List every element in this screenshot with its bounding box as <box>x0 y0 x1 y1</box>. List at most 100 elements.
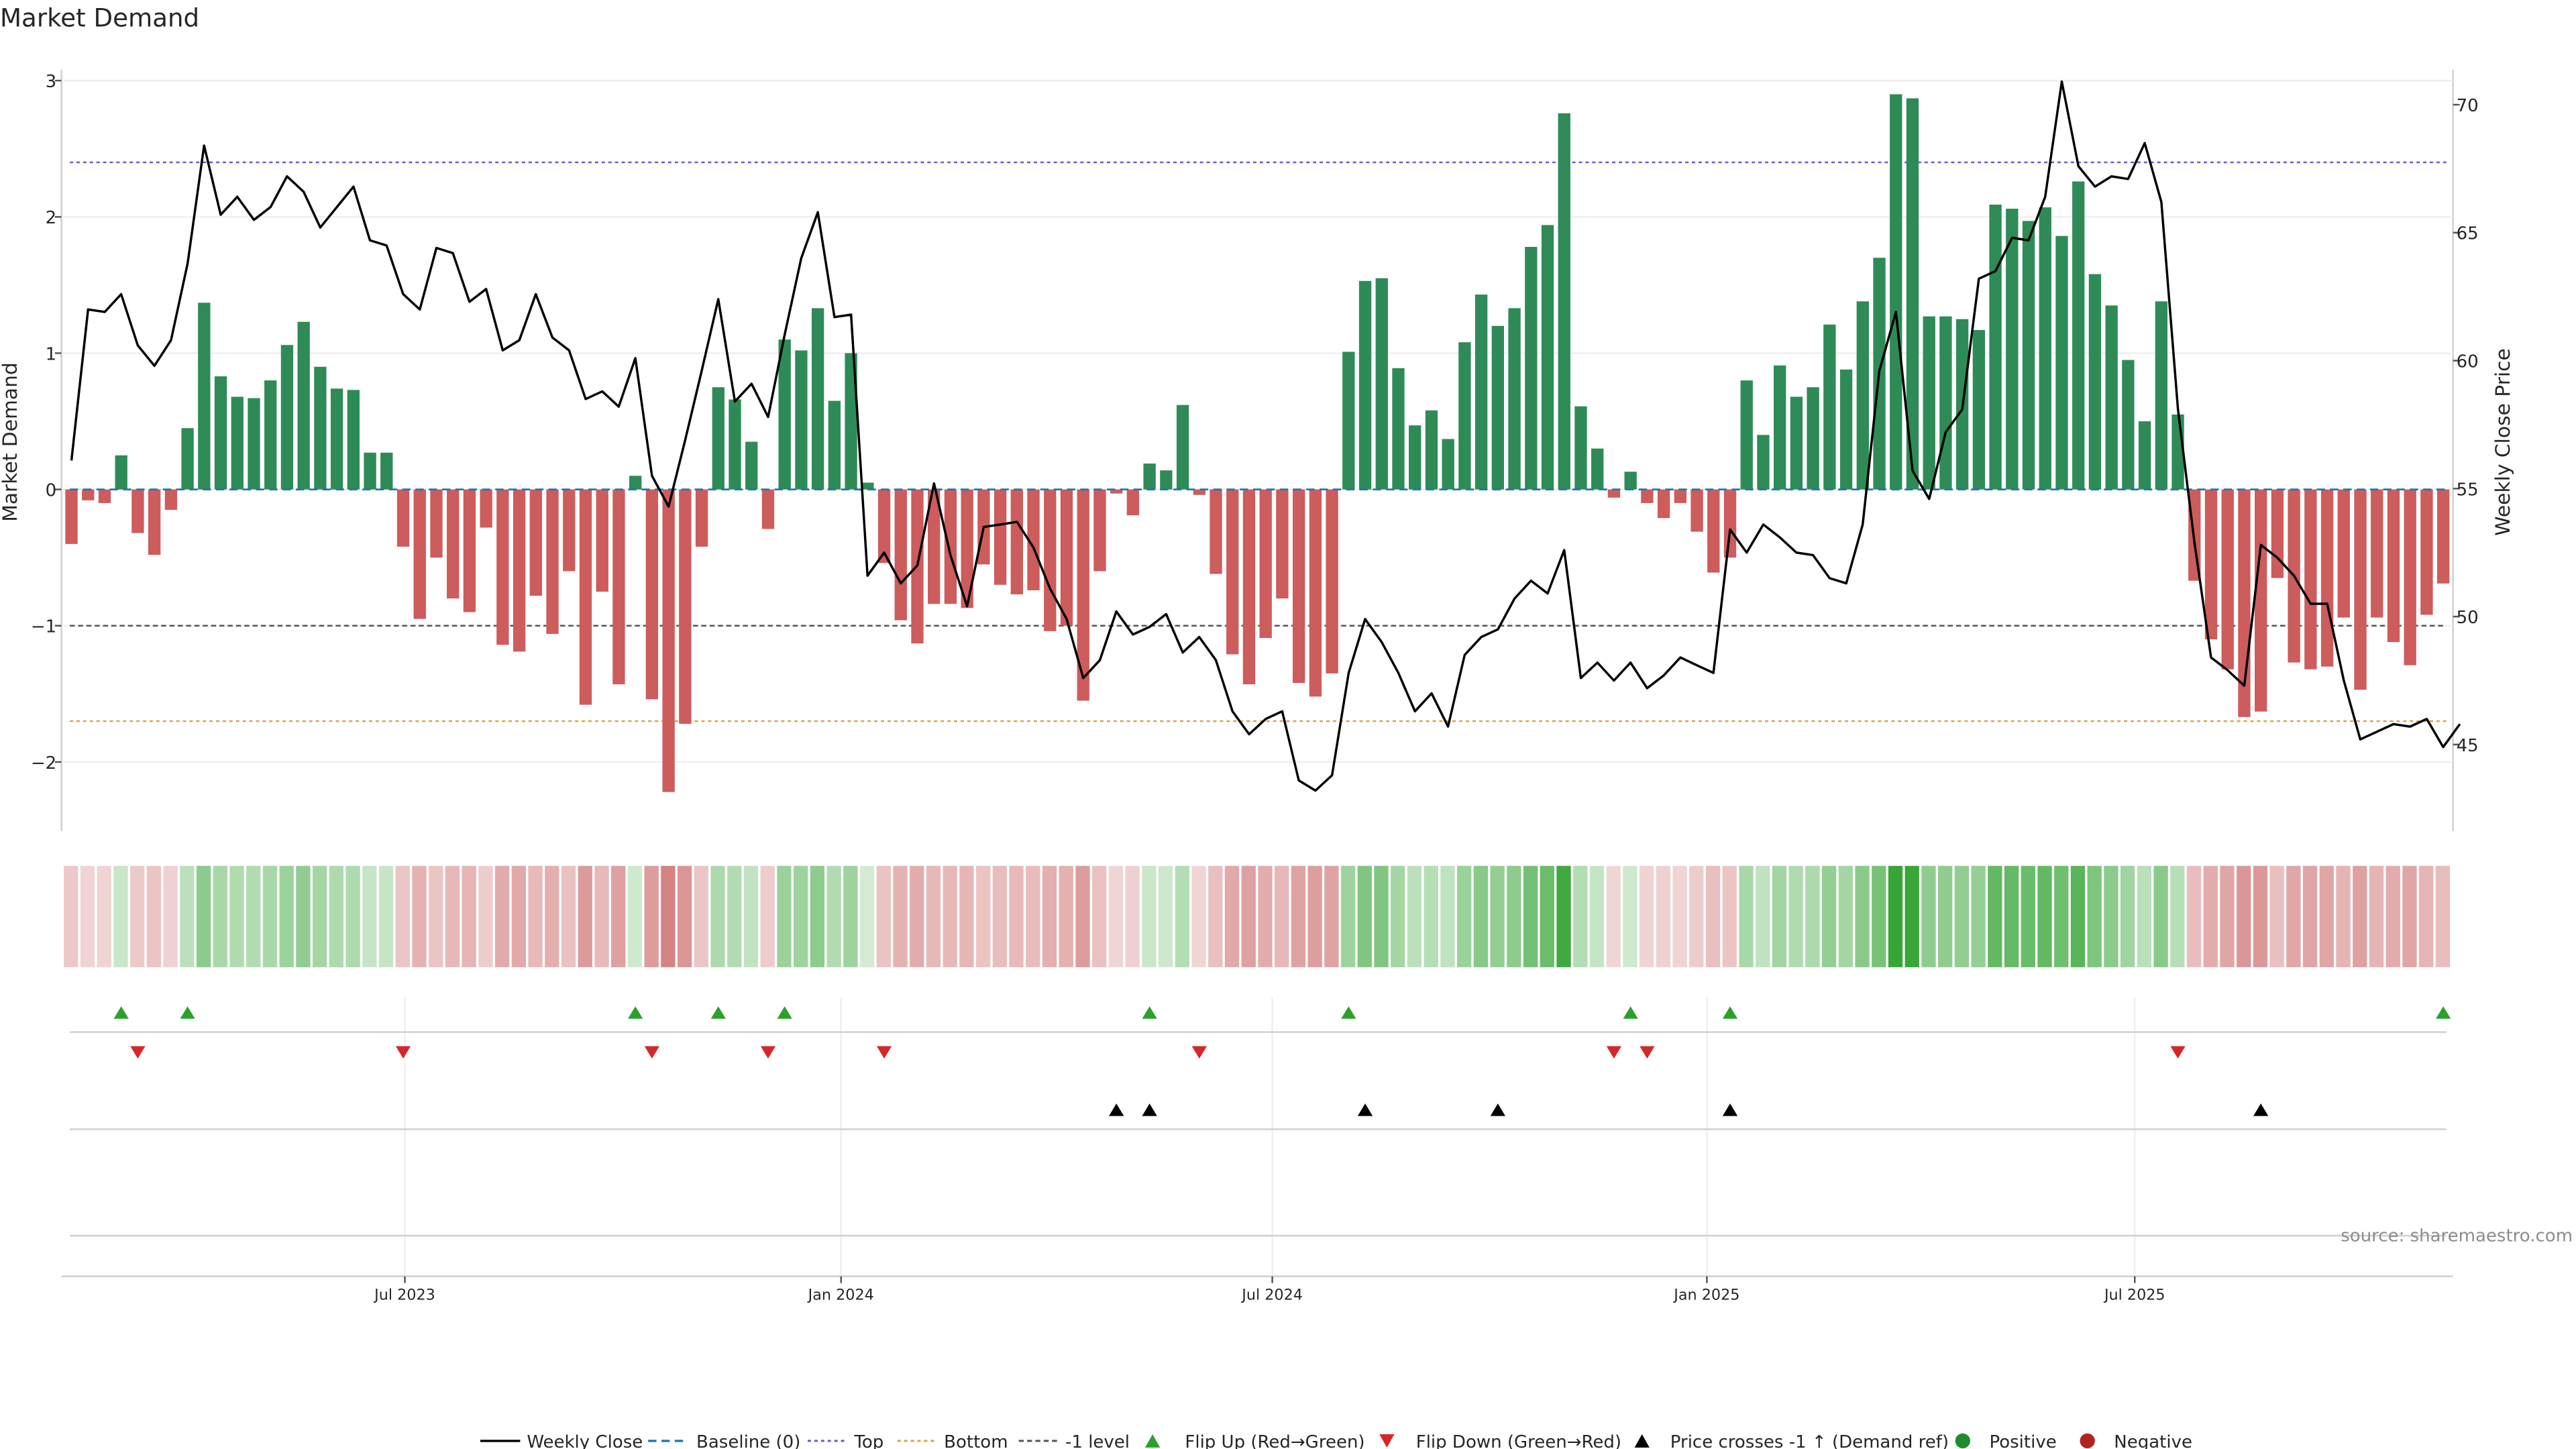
demand-bar-negative <box>546 489 559 634</box>
heat-cell-positive <box>2070 865 2086 967</box>
right-tick-label: 65 <box>2457 224 2479 244</box>
heat-cell-positive <box>1391 865 1405 967</box>
flip-down-marker <box>2170 1046 2186 1059</box>
demand-bar-positive <box>1939 316 1952 490</box>
demand-bar-negative <box>65 489 78 544</box>
demand-bar-positive <box>1757 435 1770 490</box>
demand-bar-negative <box>1126 489 1140 516</box>
heat-cell-positive <box>1440 865 1455 967</box>
heat-cell-positive <box>1739 865 1754 967</box>
demand-bar-negative <box>98 489 111 503</box>
heat-cell-negative <box>1307 865 1322 967</box>
demand-bar-positive <box>1143 464 1156 490</box>
demand-bar-positive <box>1392 368 1405 490</box>
heat-cell-negative <box>1224 865 1240 967</box>
demand-bar-positive <box>380 452 393 490</box>
heat-cell-negative <box>893 865 908 967</box>
heat-cell-positive <box>1523 865 1538 967</box>
x-tick-label: Jul 2025 <box>2103 1286 2165 1303</box>
heat-cell-negative <box>1324 865 1339 967</box>
heat-cell-positive <box>1540 865 1554 967</box>
heat-cell-negative <box>462 865 476 967</box>
price-cross-marker <box>2253 1104 2269 1116</box>
heat-cell-negative <box>64 865 78 967</box>
heat-cell-positive <box>229 865 244 967</box>
flip-down-marker <box>1640 1046 1655 1059</box>
demand-bar-positive <box>1923 316 1935 490</box>
heat-cell-negative <box>760 865 775 967</box>
demand-bar-negative <box>1326 489 1338 674</box>
demand-bar-negative <box>1044 489 1057 631</box>
demand-bar-positive <box>2072 181 2085 490</box>
demand-bar-negative <box>513 489 526 652</box>
heat-cell-positive <box>727 865 742 967</box>
heat-cell-negative <box>2286 865 2301 967</box>
heat-cell-negative <box>1009 865 1024 967</box>
x-tick-label: Jan 2025 <box>1672 1286 1739 1303</box>
heat-cell-negative <box>1606 865 1621 967</box>
heat-cell-positive <box>362 865 377 967</box>
heat-cell-positive <box>2137 865 2152 967</box>
demand-bar-negative <box>596 489 608 592</box>
heat-cell-negative <box>130 865 145 967</box>
demand-bar-positive <box>181 428 194 490</box>
legend-positive: Positive <box>1989 1432 2056 1449</box>
legend-baseline: Baseline (0) <box>696 1432 800 1449</box>
heat-cell-positive <box>1904 865 1919 967</box>
flip-up-marker <box>628 1006 643 1019</box>
heat-cell-negative <box>2319 865 2334 967</box>
heat-cell-positive <box>1971 865 1986 967</box>
flip-up-marker <box>2436 1006 2451 1019</box>
price-cross-marker <box>1142 1104 1157 1116</box>
legend-price-cross: Price crosses -1 ↑ (Demand ref) <box>1670 1432 1949 1449</box>
heat-cell-negative <box>2186 865 2202 967</box>
x-tick-label: Jan 2024 <box>807 1286 874 1303</box>
demand-bar-negative <box>2204 489 2218 640</box>
price-cross-marker <box>1722 1104 1738 1116</box>
heat-cell-positive <box>279 865 294 967</box>
heat-cell-positive <box>1556 865 1571 967</box>
demand-bar-positive <box>314 366 327 490</box>
demand-bar-positive <box>1442 439 1454 490</box>
heat-cell-negative <box>2237 865 2251 967</box>
heat-cell-positive <box>2087 865 2102 967</box>
demand-bar-negative <box>645 489 659 700</box>
legend-negative: Negative <box>2114 1432 2192 1449</box>
x-tick-label: Jul 2024 <box>1240 1286 1303 1303</box>
heat-cell-negative <box>561 865 576 967</box>
demand-bar-positive <box>2155 301 2168 490</box>
heat-cell-negative <box>1191 865 1206 967</box>
demand-bar-negative <box>662 489 675 792</box>
demand-bar-positive <box>1558 113 1570 490</box>
heat-cell-negative <box>1291 865 1306 967</box>
demand-bar-positive <box>1458 342 1471 490</box>
demand-bar-positive <box>2088 274 2102 490</box>
heat-cell-positive <box>1158 865 1173 967</box>
demand-bar-negative <box>430 489 443 558</box>
heat-cell-positive <box>2054 865 2069 967</box>
heat-cell-positive <box>113 865 128 967</box>
demand-bar-positive <box>280 345 294 490</box>
demand-bar-negative <box>1641 489 1654 503</box>
demand-bar-positive <box>248 398 260 490</box>
flip-down-marker <box>395 1046 411 1059</box>
demand-bar-negative <box>1607 489 1621 498</box>
heat-cell-negative <box>2220 865 2235 967</box>
demand-bar-negative <box>2271 489 2284 578</box>
heat-cell-positive <box>1407 865 1422 967</box>
demand-bar-negative <box>413 489 426 619</box>
demand-bar-positive <box>1342 352 1355 490</box>
demand-bar-negative <box>961 489 973 608</box>
heat-cell-negative <box>97 865 111 967</box>
heat-cell-negative <box>1026 865 1040 967</box>
heat-cell-negative <box>992 865 1008 967</box>
demand-bar-negative <box>994 489 1007 585</box>
demand-bar-positive <box>1375 278 1388 490</box>
legend-flip-up-icon <box>1144 1434 1161 1448</box>
demand-bar-negative <box>679 489 692 724</box>
demand-bar-negative <box>396 489 410 547</box>
demand-bar-negative <box>894 489 907 621</box>
heat-cell-positive <box>1954 865 1970 967</box>
heat-cell-negative <box>644 865 659 967</box>
